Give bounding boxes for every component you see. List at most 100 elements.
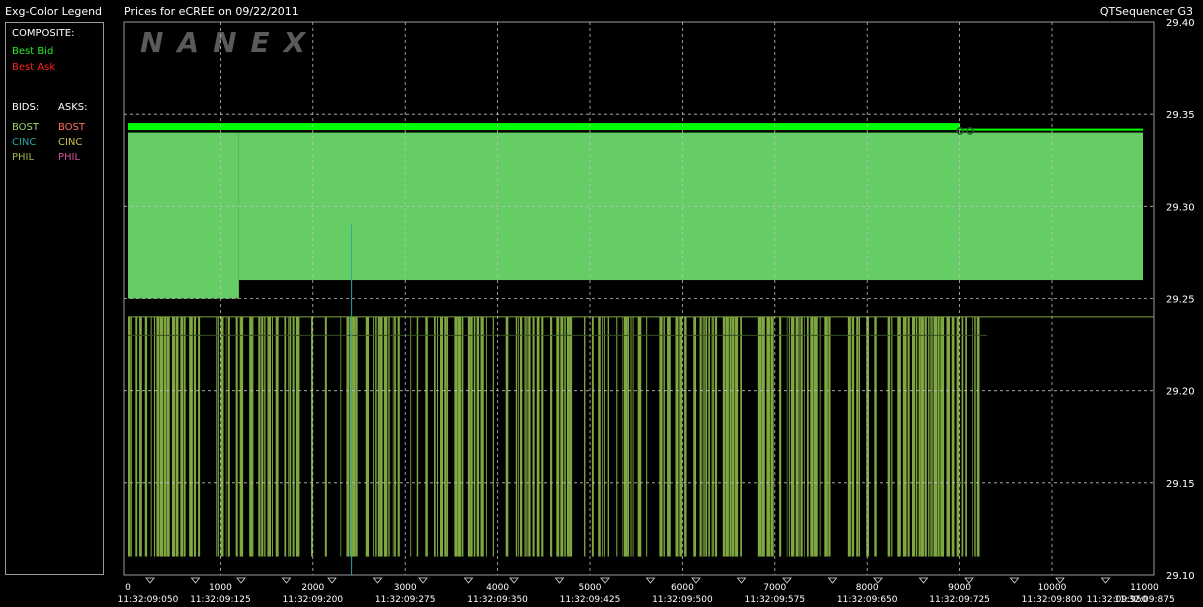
phil-bar-61: [440, 316, 443, 557]
phil-series: [128, 316, 980, 557]
phil-bar-169: [956, 316, 960, 557]
phil-bar-106: [659, 316, 663, 557]
phil-bar-111: [684, 316, 687, 557]
phil-bar-51: [383, 316, 388, 557]
phil-bar-15: [189, 316, 193, 557]
phil-bar-66: [461, 316, 464, 557]
phil-bar-132: [786, 316, 788, 557]
best-bid-line-0: [128, 123, 960, 131]
axis-marker-0: [145, 577, 155, 584]
phil-bar-129: [766, 316, 770, 557]
phil-bar-123: [729, 316, 732, 557]
phil-bar-32: [272, 316, 273, 557]
phil-bar-85: [541, 316, 544, 557]
phil-bar-91: [569, 316, 573, 557]
phil-bar-154: [902, 316, 907, 557]
phil-bar-92: [584, 316, 586, 557]
legend-asks-label: ASKS:: [58, 102, 88, 113]
phil-bar-84: [536, 316, 540, 557]
legend-title: Exg-Color Legend: [5, 5, 103, 18]
phil-bar-48: [375, 316, 377, 557]
phil-bar-5: [150, 316, 152, 557]
watermark-logo: NANEX: [140, 26, 319, 59]
phil-bar-39: [311, 316, 313, 557]
phil-bar-162: [930, 316, 932, 557]
phil-bar-80: [525, 316, 527, 557]
phil-bar-133: [788, 316, 790, 557]
phil-bar-49: [377, 316, 380, 557]
phil-bar-149: [866, 316, 870, 557]
axis-marker-10: [600, 577, 610, 584]
phil-bar-166: [940, 316, 945, 557]
phil-bar-109: [675, 316, 679, 557]
phil-bar-50: [379, 316, 383, 557]
phil-bar-152: [891, 316, 893, 557]
axis-marker-11: [645, 577, 656, 584]
x-tick-label-9: 9000: [948, 583, 971, 593]
axis-marker-14: [782, 577, 792, 584]
phil-bar-26: [252, 316, 254, 557]
bid-marker-0: [956, 127, 964, 135]
phil-bar-141: [814, 316, 818, 557]
phil-bar-125: [735, 316, 739, 557]
phil-bar-31: [268, 316, 272, 557]
phil-bar-151: [887, 316, 891, 557]
phil-bar-102: [630, 316, 632, 557]
phil-bar-120: [714, 316, 718, 557]
legend-bid-phil: PHIL: [12, 152, 35, 163]
phil-bar-16: [193, 316, 197, 557]
phil-bar-93: [591, 316, 594, 557]
phil-bar-3: [139, 316, 142, 557]
phil-bar-44: [352, 316, 356, 557]
phil-bar-159: [920, 316, 924, 557]
phil-bar-63: [447, 316, 449, 557]
phil-bar-18: [216, 316, 217, 557]
phil-bar-38: [295, 316, 300, 557]
legend-ask-bost: BOST: [58, 122, 86, 133]
phil-bar-34: [284, 316, 287, 557]
x-tick-label-0: 0: [125, 583, 131, 593]
phil-bar-158: [918, 316, 921, 557]
legend-bids-label: BIDS:: [12, 102, 40, 113]
phil-bar-99: [622, 316, 624, 557]
phil-bar-75: [505, 316, 509, 557]
axis-marker-9: [554, 577, 565, 584]
phil-bar-118: [711, 316, 713, 557]
y-tick-label-5: 29.15: [1166, 479, 1195, 490]
axis-marker-17: [918, 577, 929, 584]
phil-bar-122: [725, 316, 729, 557]
phil-bar-67: [467, 316, 471, 557]
phil-bar-140: [810, 316, 814, 557]
axis-marker-15: [827, 577, 838, 584]
phil-bar-33: [275, 316, 279, 557]
phil-bar-137: [800, 316, 803, 557]
bid-marker-1: [966, 127, 974, 135]
bost-band-0: [128, 132, 239, 299]
phil-bar-121: [722, 316, 726, 557]
phil-bar-6: [153, 316, 156, 557]
x-tick-label-8: 8000: [856, 583, 879, 593]
phil-bar-119: [713, 316, 715, 557]
phil-bar-103: [632, 316, 634, 557]
phil-bar-29: [264, 316, 266, 557]
x-time-label-10: 11:32:09:800: [1022, 595, 1083, 605]
phil-bar-86: [550, 316, 553, 557]
phil-bar-13: [180, 316, 184, 557]
phil-bar-83: [532, 316, 535, 557]
phil-bar-117: [708, 316, 710, 557]
phil-bar-142: [819, 316, 821, 557]
legend-ask-phil: PHIL: [58, 152, 81, 163]
y-tick-label-6: 29.10: [1166, 571, 1195, 582]
phil-bar-124: [731, 316, 735, 557]
phil-bar-8: [159, 316, 164, 557]
axis-marker-16: [873, 577, 883, 584]
x-tick-label-3: 3000: [394, 583, 417, 593]
axis-marker-8: [509, 577, 519, 584]
legend-bid-bost: BOST: [12, 122, 40, 133]
phil-bar-28: [261, 316, 264, 557]
phil-bar-81: [527, 316, 529, 557]
phil-bar-157: [915, 316, 918, 557]
phil-bar-105: [646, 316, 648, 557]
y-tick-label-4: 29.20: [1166, 387, 1195, 398]
